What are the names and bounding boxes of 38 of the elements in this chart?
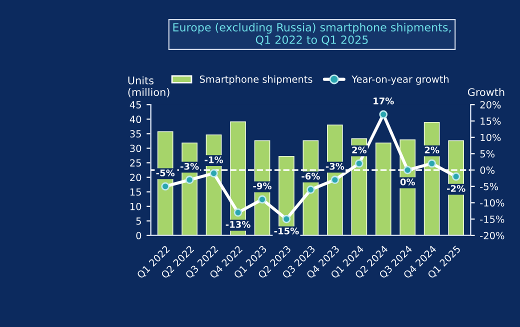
data-label: -15%	[274, 228, 299, 234]
y2-tick-label: 5%	[480, 150, 495, 158]
y2-tick-label: 15%	[480, 117, 501, 125]
y2-tick-label: -15%	[480, 216, 504, 223]
data-label: 2%	[352, 146, 367, 154]
y2-tick-label: 20%	[480, 101, 501, 108]
legend-label: Smartphone shipments	[200, 75, 312, 85]
y2-tick-label: 10%	[480, 134, 501, 142]
data-label: 17%	[374, 98, 394, 104]
y-tick-label: 5	[136, 218, 141, 225]
data-label: -9%	[253, 182, 272, 190]
data-label: -3%	[326, 162, 344, 170]
y2-tick-label: 0%	[480, 166, 495, 174]
y2-tick-label: -20%	[480, 232, 504, 240]
y-tick-label: 0	[136, 232, 142, 240]
bar	[375, 142, 392, 236]
y-tick-label: 40	[130, 116, 142, 124]
y-tick-label: 10	[130, 202, 142, 210]
y-tick-label: 15	[130, 188, 141, 196]
legend-label: Year-on-year growth	[352, 75, 449, 85]
data-label: -5%	[156, 169, 175, 176]
y2-axis-title: Growth	[468, 88, 504, 96]
y-tick-label: 30	[130, 144, 142, 152]
y-tick-label: 45	[130, 101, 141, 108]
y-tick-label: 35	[130, 130, 141, 138]
data-label: 0%	[400, 178, 415, 186]
chart-title: Europe (excluding Russia) smartphone shipments, Q1 2022 to Q1 2025	[173, 22, 451, 46]
data-label: -2%	[447, 185, 466, 192]
data-label: -13%	[226, 221, 250, 228]
y-tick-label: 20	[130, 174, 142, 182]
y-tick-label: 25	[130, 159, 141, 167]
y2-tick-label: -10%	[480, 199, 504, 207]
data-label: -1%	[204, 156, 224, 164]
y2-tick-label: -5%	[480, 182, 498, 190]
data-label: -6%	[302, 172, 320, 180]
data-label: 2%	[424, 146, 440, 154]
y-axis-title: Units (million)	[128, 76, 170, 98]
data-label: -3%	[180, 162, 199, 170]
